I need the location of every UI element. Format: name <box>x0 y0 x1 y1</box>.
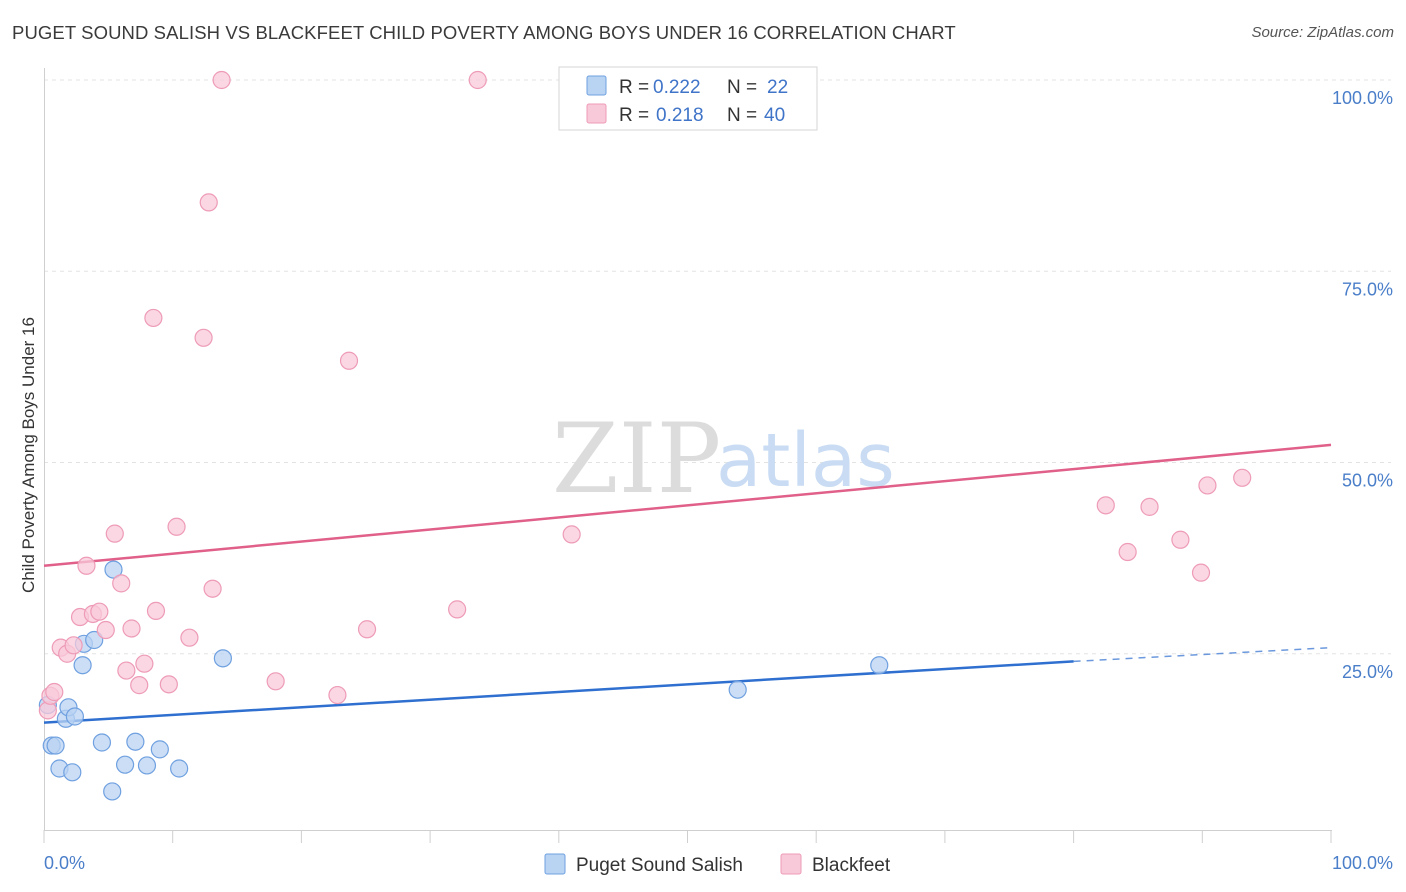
x-tick-label-min: 0.0% <box>44 853 85 873</box>
point-series-1-22 <box>194 328 213 347</box>
point-series-1-37 <box>1191 563 1211 582</box>
y-tick-label-50: 50.0% <box>1342 471 1393 491</box>
data-points <box>38 70 1252 801</box>
point-series-0-11 <box>92 733 112 752</box>
point-series-1-15 <box>130 676 149 695</box>
point-series-1-30 <box>448 600 467 619</box>
point-series-0-21 <box>870 656 889 675</box>
point-series-0-20 <box>728 680 747 699</box>
point-series-1-38 <box>1198 476 1217 495</box>
point-series-1-14 <box>122 619 141 638</box>
y-tick-label-75: 75.0% <box>1342 279 1393 299</box>
point-series-1-35 <box>1140 497 1159 516</box>
point-series-1-26 <box>266 672 285 691</box>
point-series-1-32 <box>562 525 581 544</box>
point-series-1-2 <box>45 682 64 702</box>
legend-r-label-0: R = <box>619 77 649 98</box>
point-series-1-9 <box>90 602 109 621</box>
source-label: Source: ZipAtlas.com <box>1251 24 1394 41</box>
point-series-1-27 <box>328 685 347 705</box>
legend-swatch-series-0 <box>586 75 607 96</box>
legend-r-value-1: 0.218 <box>656 105 704 126</box>
legend-n-value-1: 40 <box>764 105 785 126</box>
y-axis-title: Child Poverty Among Boys Under 16 <box>19 317 38 593</box>
point-series-0-13 <box>104 560 123 579</box>
stats-legend: R = 0.222 N = 22 R = 0.218 N = 40 <box>558 66 818 131</box>
series-legend-label-1: Blackfeet <box>812 855 891 876</box>
point-series-0-14 <box>115 755 135 774</box>
point-series-0-12 <box>103 782 122 801</box>
point-series-1-33 <box>1096 496 1115 515</box>
grid-lines <box>44 79 1391 655</box>
point-series-1-25 <box>212 70 231 90</box>
watermark-zip: ZIP <box>552 403 721 515</box>
point-series-1-20 <box>167 517 186 536</box>
point-series-1-24 <box>203 579 222 598</box>
watermark: ZIP atlas <box>552 403 895 515</box>
trend-lines <box>43 443 1332 724</box>
point-series-0-7 <box>65 707 84 726</box>
point-series-1-34 <box>1118 542 1137 562</box>
watermark-atlas: atlas <box>716 418 895 504</box>
point-series-0-16 <box>137 756 157 775</box>
point-series-1-21 <box>180 628 199 647</box>
point-series-1-17 <box>144 308 163 328</box>
point-series-1-7 <box>77 556 96 575</box>
trend-line-extension-series-0 <box>1073 646 1332 663</box>
legend-r-value-0: 0.222 <box>653 77 701 98</box>
point-series-1-28 <box>339 351 359 370</box>
legend-n-value-0: 22 <box>767 77 788 98</box>
point-series-0-18 <box>170 759 189 778</box>
series-legend: Puget Sound Salish Blackfeet <box>544 853 891 876</box>
legend-swatch-series-1 <box>586 103 607 124</box>
point-series-1-5 <box>64 636 83 655</box>
point-series-1-18 <box>146 601 166 621</box>
point-series-1-29 <box>357 620 377 639</box>
trend-line-series-1 <box>43 443 1332 568</box>
x-tick-label-max: 100.0% <box>1332 853 1393 873</box>
point-series-1-36 <box>1171 530 1190 549</box>
point-series-1-13 <box>117 661 136 680</box>
point-series-1-23 <box>199 193 218 212</box>
point-series-0-17 <box>150 740 169 759</box>
legend-n-label-1: N = <box>727 105 757 126</box>
point-series-0-19 <box>213 649 232 668</box>
legend-n-label-0: N = <box>727 77 757 98</box>
point-series-0-6 <box>63 763 82 782</box>
y-tick-label-100: 100.0% <box>1332 88 1393 108</box>
legend-r-label-1: R = <box>619 105 649 126</box>
point-series-0-8 <box>73 656 92 675</box>
point-series-1-19 <box>159 675 178 694</box>
point-series-0-2 <box>46 736 65 755</box>
trend-line-series-0 <box>43 660 1074 724</box>
point-series-0-10 <box>85 630 104 650</box>
chart-title: PUGET SOUND SALISH VS BLACKFEET CHILD PO… <box>12 22 956 43</box>
x-ticks <box>43 830 1332 843</box>
point-series-0-15 <box>126 732 145 751</box>
point-series-1-10 <box>96 620 115 640</box>
point-series-1-16 <box>135 654 154 673</box>
point-series-1-12 <box>112 574 131 593</box>
point-series-1-39 <box>1233 468 1252 487</box>
series-legend-label-0: Puget Sound Salish <box>576 855 743 876</box>
point-series-1-31 <box>468 70 487 90</box>
point-series-1-11 <box>105 524 124 543</box>
y-tick-label-25: 25.0% <box>1342 662 1393 682</box>
series-legend-swatch-1 <box>780 853 802 875</box>
y-tick-labels: 25.0% 50.0% 75.0% 100.0% <box>1332 88 1393 682</box>
series-legend-swatch-0 <box>544 853 566 875</box>
